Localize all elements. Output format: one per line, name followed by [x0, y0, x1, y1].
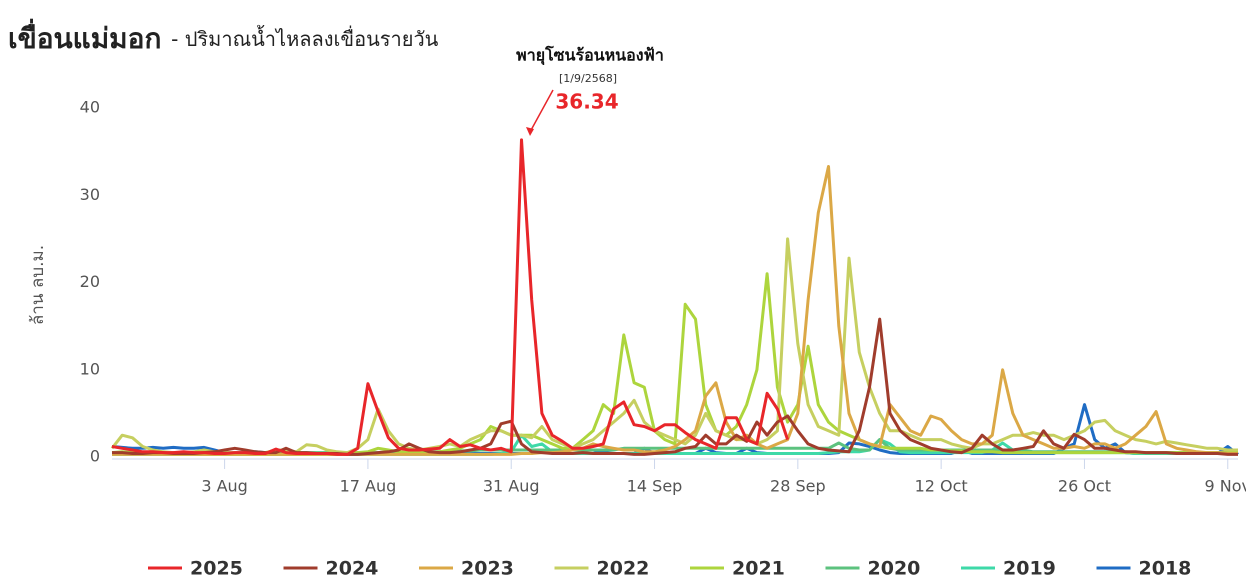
- x-tick-label: 26 Oct: [1058, 477, 1111, 496]
- chart-title: เขื่อนแม่มอก - ปริมาณน้ำไหลลงเขื่อนรายวั…: [8, 18, 439, 55]
- y-axis-label: ล้าน ลบ.ม.: [28, 245, 48, 325]
- x-tick-label: 28 Sep: [770, 477, 826, 496]
- legend-label: 2025: [190, 558, 243, 580]
- series-line: [111, 272, 1238, 456]
- arrow-head: [526, 127, 534, 136]
- x-tick-label: 12 Oct: [915, 477, 968, 496]
- y-tick-label: 30: [80, 185, 100, 204]
- x-tick-label: 9 Nov: [1205, 477, 1246, 496]
- legend-label: 2024: [326, 558, 379, 580]
- legend-label: 2019: [1003, 558, 1056, 580]
- legend-label: 2022: [597, 558, 650, 580]
- y-tick-label: 20: [80, 272, 100, 291]
- legend-label: 2023: [461, 558, 514, 580]
- legend-label: 2021: [732, 558, 785, 580]
- x-tick-label: 14 Sep: [627, 477, 683, 496]
- series-line: [112, 165, 1238, 456]
- y-tick-label: 10: [80, 359, 100, 378]
- annotation-arrow: [529, 89, 554, 133]
- legend-label: 2020: [868, 558, 921, 580]
- x-tick-label: 3 Aug: [201, 477, 248, 496]
- y-tick-label: 0: [90, 447, 100, 466]
- legend-label: 2018: [1139, 558, 1192, 580]
- series-line: [111, 138, 790, 456]
- y-tick-label: 40: [80, 98, 100, 117]
- annotation-date: [1/9/2568]: [559, 72, 617, 85]
- annotation-text: พายุโซนร้อนหนองฟ้า: [516, 45, 664, 66]
- x-tick-label: 31 Aug: [483, 477, 540, 496]
- series-line: [110, 237, 1238, 455]
- title: เขื่อนแม่มอก: [8, 18, 161, 55]
- x-tick-label: 17 Aug: [340, 477, 397, 496]
- value-label: 36.34: [555, 90, 618, 114]
- subtitle: - ปริมาณน้ำไหลลงเขื่อนรายวัน: [171, 25, 439, 51]
